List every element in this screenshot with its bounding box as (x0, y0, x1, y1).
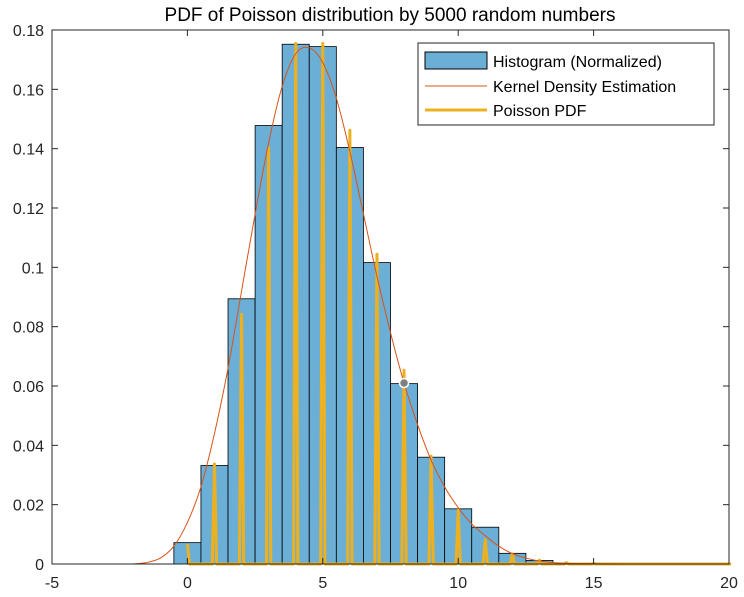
y-tick-label: 0.14 (13, 142, 44, 159)
legend: Histogram (Normalized) Kernel Density Es… (417, 42, 715, 126)
y-tick-label: 0.16 (13, 82, 44, 99)
x-axis-ticks: -5 0 5 10 15 20 (45, 30, 738, 592)
y-tick-label: 0.18 (13, 23, 44, 40)
y-tick-label: 0.1 (22, 260, 44, 277)
legend-histogram-swatch (424, 51, 488, 70)
y-tick-label: 0.08 (13, 320, 44, 337)
y-tick-label: 0.12 (13, 201, 44, 218)
y-tick-label: 0 (35, 557, 44, 574)
x-tick-label: -5 (45, 575, 59, 592)
x-tick-label: 10 (449, 575, 467, 592)
x-tick-label: 5 (318, 575, 327, 592)
y-tick-label: 0.02 (13, 498, 44, 515)
axes-box (51, 29, 730, 565)
highlight-datapoint[interactable] (398, 377, 410, 389)
kde-line (133, 46, 729, 565)
y-tick-label: 0.06 (13, 379, 44, 396)
legend-poisson-label: Poisson PDF (493, 103, 587, 120)
x-tick-label: 0 (183, 575, 192, 592)
chart-title: PDF of Poisson distribution by 5000 rand… (165, 5, 616, 26)
legend-kde-label: Kernel Density Estimation (493, 79, 676, 96)
legend-histogram-label: Histogram (Normalized) (493, 54, 662, 71)
y-tick-label: 0.04 (13, 438, 44, 455)
y-axis-ticks: 0 0.02 0.04 0.06 0.08 0.1 0.12 0.14 0.16 0.18 (13, 23, 729, 574)
x-tick-label: 15 (585, 575, 603, 592)
x-tick-label: 20 (720, 575, 738, 592)
